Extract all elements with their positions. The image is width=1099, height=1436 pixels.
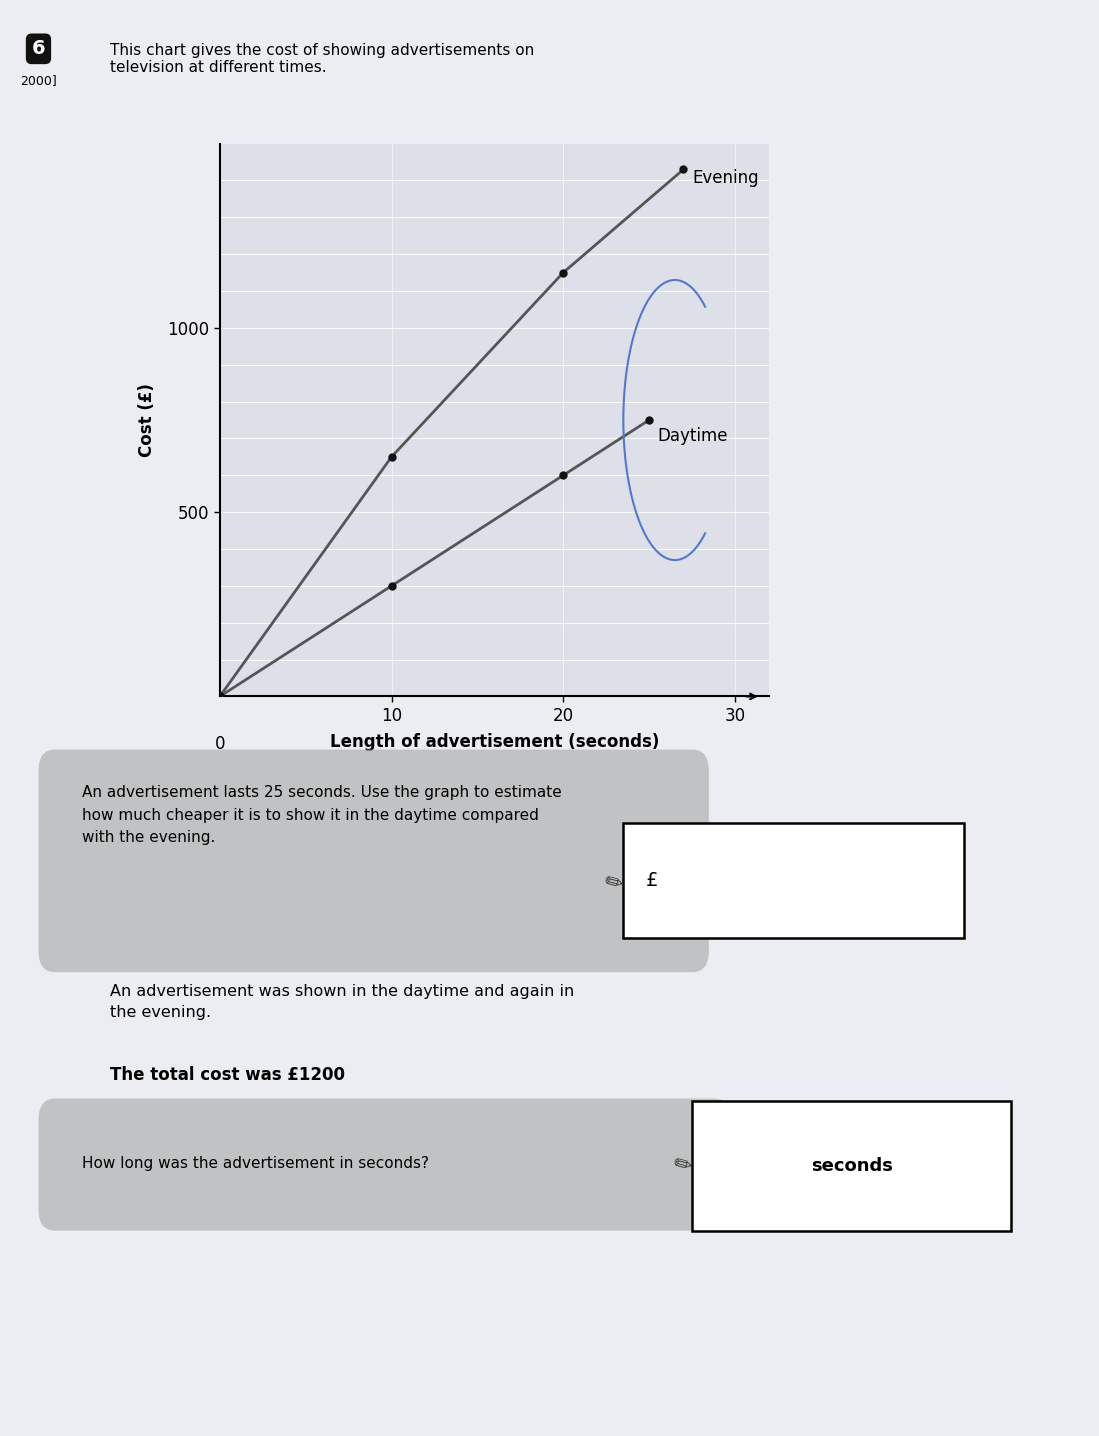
Y-axis label: Cost (£): Cost (£) (138, 383, 156, 457)
Text: An advertisement was shown in the daytime and again in
the evening.: An advertisement was shown in the daytim… (110, 984, 574, 1020)
Text: ✏: ✏ (601, 872, 625, 895)
Text: seconds: seconds (811, 1157, 892, 1175)
Text: 2000]: 2000] (20, 73, 57, 88)
Text: This chart gives the cost of showing advertisements on
television at different t: This chart gives the cost of showing adv… (110, 43, 534, 76)
X-axis label: Length of advertisement (seconds): Length of advertisement (seconds) (330, 734, 659, 751)
Text: 6: 6 (32, 39, 45, 59)
Text: Evening: Evening (692, 169, 758, 188)
Text: 0: 0 (214, 735, 225, 752)
Text: An advertisement lasts 25 seconds. Use the graph to estimate
how much cheaper it: An advertisement lasts 25 seconds. Use t… (82, 785, 563, 844)
Text: The total cost was £1200: The total cost was £1200 (110, 1066, 345, 1084)
Text: How long was the advertisement in seconds?: How long was the advertisement in second… (82, 1156, 430, 1170)
Text: ✏: ✏ (669, 1155, 693, 1178)
Text: £: £ (646, 870, 658, 890)
Text: Daytime: Daytime (657, 428, 729, 445)
